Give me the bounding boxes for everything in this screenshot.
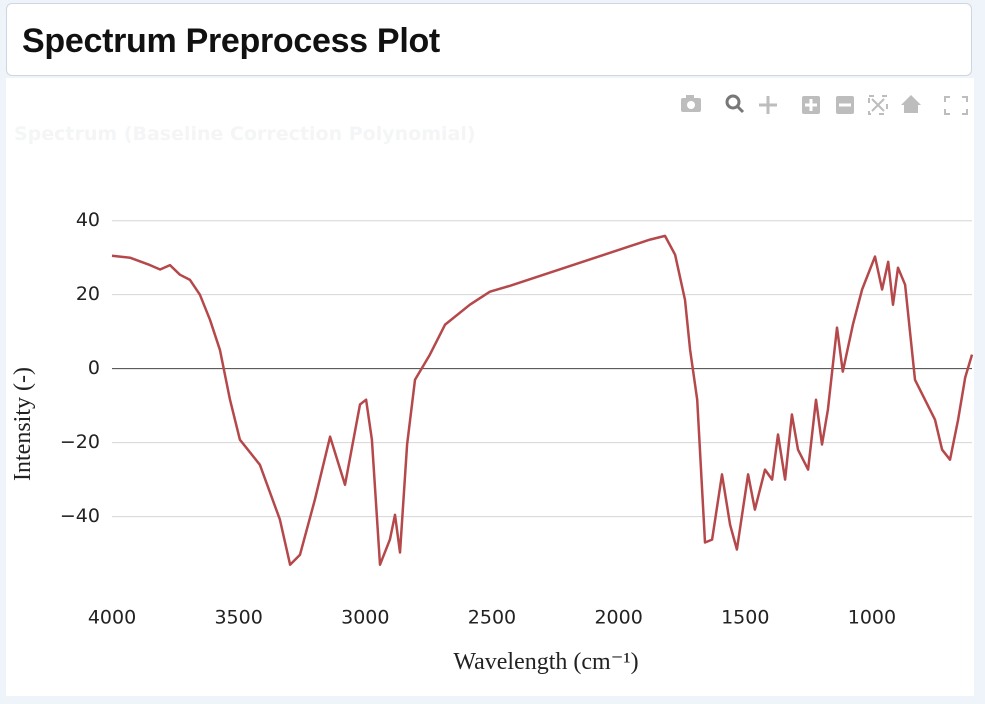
y-tick-label: 0 xyxy=(88,357,100,379)
chart-title: Spectrum (Baseline Correction Polynomial… xyxy=(14,123,476,145)
y-tick-label: 40 xyxy=(76,209,100,231)
y-tick-label: −20 xyxy=(60,431,100,453)
x-tick-label: 3500 xyxy=(214,607,262,629)
zoom-button[interactable] xyxy=(725,94,745,114)
modebar[interactable] xyxy=(681,94,968,115)
x-tick-label: 4000 xyxy=(88,607,136,629)
plot-panel: Spectrum (Baseline Correction Polynomial… xyxy=(6,78,974,696)
x-tick-label: 2000 xyxy=(594,607,642,629)
x-tick-label: 1500 xyxy=(721,607,769,629)
x-axis-title: Wavelength (cm⁻¹) xyxy=(453,649,638,675)
x-tick-label: 3000 xyxy=(341,607,389,629)
camera-button[interactable] xyxy=(681,95,701,112)
page-title: Spectrum Preprocess Plot xyxy=(22,22,440,60)
spectrum-line xyxy=(111,234,974,566)
pan-button[interactable] xyxy=(759,96,777,114)
x-tick-label: 2500 xyxy=(468,607,516,629)
header: Spectrum Preprocess Plot xyxy=(6,3,972,76)
y-tick-label: −40 xyxy=(60,505,100,527)
y-axis-title: Intensity (-) xyxy=(10,367,36,481)
zoom-in-button[interactable] xyxy=(802,96,820,114)
autoscale-button[interactable] xyxy=(868,95,888,115)
fullscreen-button[interactable] xyxy=(944,96,968,115)
reset-button[interactable] xyxy=(901,95,921,113)
zoom-out-button[interactable] xyxy=(836,96,854,114)
chart: Spectrum (Baseline Correction Polynomial… xyxy=(10,94,974,675)
y-tick-label: 20 xyxy=(76,283,100,305)
x-tick-label: 1000 xyxy=(848,607,896,629)
